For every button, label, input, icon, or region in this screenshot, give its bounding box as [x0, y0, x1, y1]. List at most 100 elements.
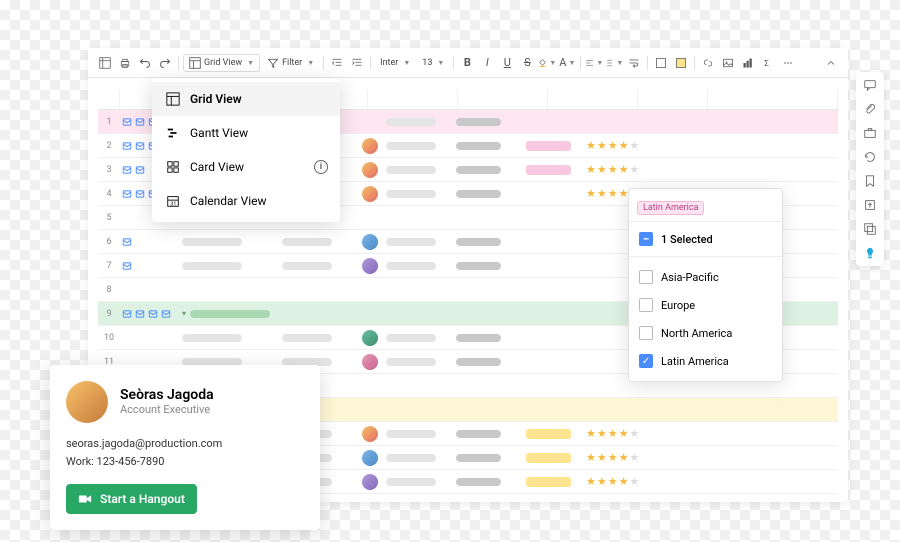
view-item-icon	[166, 160, 180, 174]
image-icon[interactable]	[719, 54, 737, 72]
view-menu-item[interactable]: 31 Calendar View	[152, 184, 340, 218]
row-icons	[120, 261, 178, 271]
undo-icon[interactable]	[136, 54, 154, 72]
indent-increase-icon[interactable]	[348, 54, 366, 72]
svg-text:Σ: Σ	[765, 59, 770, 69]
region-selected-summary: − 1 Selected	[629, 222, 782, 257]
region-option-label: North America	[661, 327, 732, 340]
tag[interactable]	[526, 477, 571, 487]
region-option-label: Europe	[661, 299, 695, 312]
avatar[interactable]	[362, 186, 378, 202]
region-option[interactable]: Europe	[629, 291, 782, 319]
region-tag-row: Latin America	[629, 189, 782, 222]
view-item-label: Grid View	[190, 92, 242, 106]
briefcase-icon[interactable]	[863, 126, 877, 140]
row-icons	[120, 237, 178, 247]
start-hangout-button[interactable]: Start a Hangout	[66, 484, 197, 514]
region-tag[interactable]: Latin America	[637, 201, 704, 215]
tag[interactable]	[526, 453, 571, 463]
row-number: 1	[98, 117, 120, 127]
align-horizontal-icon[interactable]: ▼	[585, 54, 603, 72]
avatar[interactable]	[362, 162, 378, 178]
attachment-icon[interactable]	[863, 102, 877, 116]
region-option[interactable]: Asia-Pacific	[629, 263, 782, 291]
checkbox[interactable]	[639, 326, 653, 340]
region-option-label: Asia-Pacific	[661, 271, 719, 284]
row-number: 10	[98, 333, 120, 343]
checkbox[interactable]	[639, 270, 653, 284]
view-item-icon	[166, 126, 180, 140]
upload-icon[interactable]	[863, 198, 877, 212]
view-menu-dropdown: Grid View Gantt ViewCard Viewi 31 Calendar …	[152, 78, 340, 222]
info-icon[interactable]: i	[314, 160, 328, 174]
view-menu-item[interactable]: Card Viewi	[152, 150, 340, 184]
function-icon[interactable]: Σ	[759, 54, 777, 72]
chevron-down-icon: ▼	[247, 59, 254, 67]
highlight-icon[interactable]	[672, 54, 690, 72]
chevron-down-icon: ▼	[437, 59, 444, 67]
avatar[interactable]	[362, 234, 378, 250]
wrap-text-icon[interactable]	[625, 54, 643, 72]
view-item-icon	[166, 92, 180, 106]
star-rating[interactable]: ★★★★★	[586, 451, 639, 464]
bookmark-icon[interactable]	[863, 174, 877, 188]
hangout-button-label: Start a Hangout	[100, 492, 185, 506]
avatar[interactable]	[362, 138, 378, 154]
avatar[interactable]	[362, 330, 378, 346]
avatar[interactable]	[362, 474, 378, 490]
align-vertical-icon[interactable]: ▼	[605, 54, 623, 72]
refresh-icon[interactable]	[863, 150, 877, 164]
checkbox[interactable]: ✓	[639, 354, 653, 368]
view-menu-item[interactable]: Gantt View	[152, 116, 340, 150]
font-size-label: 13	[422, 58, 432, 68]
more-icon[interactable]	[779, 54, 797, 72]
layers-icon[interactable]	[863, 222, 877, 236]
redo-icon[interactable]	[156, 54, 174, 72]
view-item-icon: 31	[166, 194, 180, 208]
avatar[interactable]	[362, 258, 378, 274]
side-rail	[856, 72, 884, 266]
avatar[interactable]	[362, 354, 378, 370]
indent-decrease-icon[interactable]	[328, 54, 346, 72]
view-item-label: Calendar View	[190, 194, 267, 208]
collapse-toolbar-icon[interactable]	[822, 54, 840, 72]
borders-icon[interactable]	[652, 54, 670, 72]
region-filter-popup: Latin America − 1 Selected Asia-Pacific E…	[628, 188, 783, 382]
tag[interactable]	[526, 165, 571, 175]
minus-icon[interactable]: −	[639, 232, 653, 246]
bold-icon[interactable]: B	[458, 54, 476, 72]
italic-icon[interactable]: I	[478, 54, 496, 72]
text-color-icon[interactable]: A▼	[558, 54, 576, 72]
font-size-select[interactable]: 13 ▼	[417, 54, 449, 72]
print-icon[interactable]	[116, 54, 134, 72]
svg-text:31: 31	[170, 201, 176, 207]
avatar[interactable]	[362, 450, 378, 466]
star-rating[interactable]: ★★★★★	[586, 475, 639, 488]
comment-icon[interactable]	[863, 78, 877, 92]
checkbox[interactable]	[639, 298, 653, 312]
chart-icon[interactable]	[739, 54, 757, 72]
view-menu-item[interactable]: Grid View	[152, 82, 340, 116]
region-option[interactable]: ✓Latin America	[629, 347, 782, 375]
star-rating[interactable]: ★★★★★	[586, 427, 639, 440]
grid-ruler-icon[interactable]	[96, 54, 114, 72]
region-option[interactable]: North America	[629, 319, 782, 347]
avatar[interactable]	[362, 426, 378, 442]
row-number: 2	[98, 141, 120, 151]
font-family-select[interactable]: Inter ▼	[375, 54, 415, 72]
star-rating[interactable]: ★★★★★	[586, 139, 639, 152]
tag[interactable]	[526, 429, 571, 439]
fill-color-icon[interactable]: ▼	[538, 54, 556, 72]
chevron-down-icon: ▼	[403, 59, 410, 67]
star-rating[interactable]: ★★★★★	[586, 163, 639, 176]
lightbulb-icon[interactable]	[863, 246, 877, 260]
link-icon[interactable]	[699, 54, 717, 72]
tag[interactable]	[526, 141, 571, 151]
font-family-label: Inter	[380, 58, 398, 68]
region-option-list: Asia-Pacific Europe North America ✓Latin Am…	[629, 257, 782, 381]
video-icon	[78, 492, 92, 506]
underline-icon[interactable]: U	[498, 54, 516, 72]
view-selector[interactable]: Grid View ▼	[183, 54, 260, 72]
strikethrough-icon[interactable]: S	[518, 54, 536, 72]
filter-button[interactable]: Filter ▼	[262, 54, 319, 72]
